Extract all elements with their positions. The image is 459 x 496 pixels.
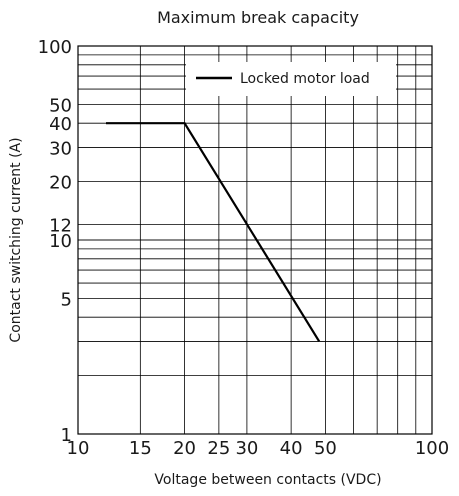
y-tick-label: 100	[38, 37, 72, 58]
x-tick-label: 100	[415, 438, 449, 459]
x-tick-label: 40	[280, 438, 303, 459]
x-tick-label: 25	[207, 438, 230, 459]
x-tick-label: 30	[235, 438, 258, 459]
y-tick-label: 1	[61, 425, 72, 446]
grid	[78, 46, 432, 434]
x-tick-label: 10	[67, 438, 90, 459]
series-line-locked-motor-load	[106, 122, 321, 342]
legend: Locked motor load	[186, 62, 396, 96]
y-tick-label: 50	[49, 95, 72, 116]
plot-frame	[77, 45, 433, 435]
x-tick-label: 50	[314, 438, 337, 459]
y-tick-label: 12	[49, 216, 72, 237]
y-axis-label: Contact switching current (A)	[8, 137, 24, 342]
x-tick-labels: 10 15 20 25 30 40 50 100	[67, 438, 450, 459]
chart-title: Maximum break capacity	[157, 8, 359, 27]
y-tick-label: 5	[61, 289, 72, 310]
series-layer	[106, 122, 321, 342]
y-tick-label: 20	[49, 173, 72, 194]
y-tick-label: 30	[49, 138, 72, 159]
y-tick-label: 10	[49, 231, 72, 252]
x-tick-label: 20	[173, 438, 196, 459]
x-axis-label: Voltage between contacts (VDC)	[154, 472, 381, 488]
x-tick-label: 15	[129, 438, 152, 459]
legend-label-locked-motor-load: Locked motor load	[240, 71, 370, 87]
y-tick-label: 40	[49, 114, 72, 135]
